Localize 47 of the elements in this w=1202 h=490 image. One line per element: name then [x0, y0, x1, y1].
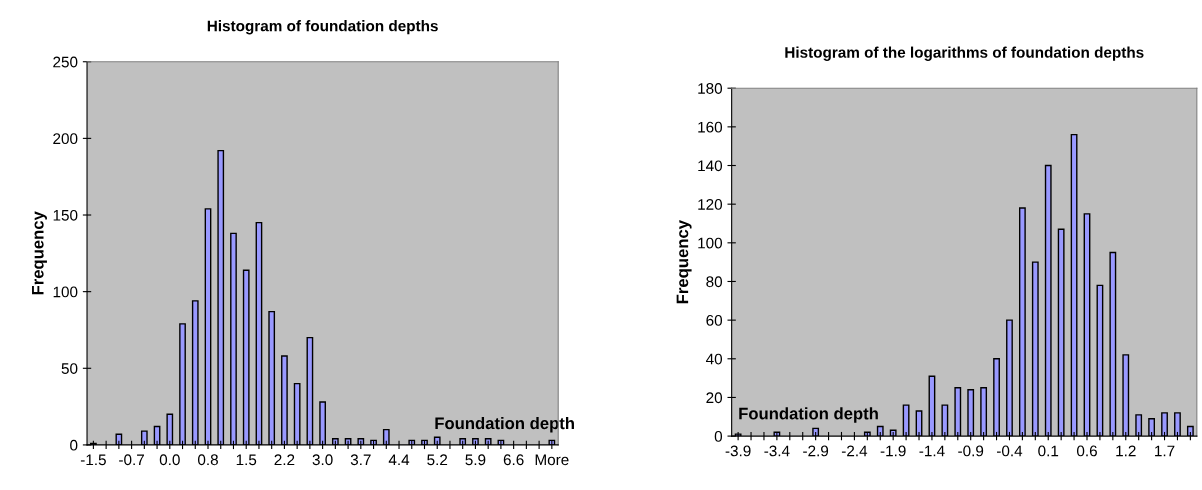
- x-tick-label: 5.2: [427, 454, 448, 466]
- y-tick-label: 60: [706, 315, 723, 326]
- y-tick-label: 100: [53, 286, 78, 298]
- x-tick-label: -0.4: [996, 445, 1023, 457]
- y-tick-label: 100: [698, 237, 723, 249]
- y-tick-label: 50: [61, 363, 78, 374]
- x-tick-label: 1.5: [236, 454, 257, 466]
- x-tick-label: More: [535, 454, 569, 466]
- chart-title: Histogram of foundation depths: [207, 20, 438, 35]
- x-tick-label: -0.9: [958, 445, 984, 457]
- x-tick-label: 3.7: [350, 454, 371, 466]
- y-tick-label: 200: [53, 133, 78, 145]
- y-tick-label: 20: [706, 392, 723, 404]
- y-tick-label: 150: [53, 209, 78, 221]
- x-axis-title: Foundation depth: [435, 416, 574, 433]
- x-tick-label: 3.0: [312, 454, 333, 466]
- y-tick-label: 250: [53, 56, 78, 68]
- x-tick-label: 5.9: [465, 454, 486, 466]
- x-tick-label: -3.4: [764, 445, 790, 457]
- x-tick-label: 4.4: [388, 454, 410, 466]
- x-tick-label: 0.8: [197, 454, 218, 466]
- x-tick-label: -1.9: [880, 445, 906, 457]
- x-tick-label: -0.7: [119, 454, 144, 466]
- y-tick-label: 80: [706, 276, 723, 288]
- x-tick-label: 1.7: [1155, 445, 1175, 457]
- x-tick-label: 0.0: [159, 454, 180, 466]
- y-axis-title: Frequency: [676, 220, 692, 304]
- x-tick-label: 2.2: [274, 454, 295, 466]
- x-axis-title: Foundation depth: [739, 407, 878, 423]
- y-tick-label: 40: [705, 353, 723, 365]
- x-tick-label: 1.2: [1116, 445, 1136, 457]
- x-tick-label: -1.4: [919, 445, 945, 457]
- y-tick-label: 140: [698, 160, 723, 172]
- x-tick-label: 6.6: [503, 454, 524, 466]
- y-tick-label: 0: [714, 430, 723, 442]
- y-tick-label: 180: [698, 83, 723, 94]
- x-tick-label: -3.9: [725, 445, 751, 457]
- chart-title: Histogram of the logarithms of foundation depths: [785, 46, 1144, 61]
- x-tick-label: -1.5: [80, 454, 106, 466]
- x-tick-label: 0.6: [1076, 445, 1097, 457]
- x-tick-label: -2.9: [803, 445, 829, 457]
- x-tick-label: 0.1: [1038, 445, 1059, 457]
- y-axis-title: Frequency: [32, 211, 47, 295]
- y-tick-label: 0: [70, 439, 78, 451]
- y-tick-label: 160: [698, 121, 723, 133]
- y-tick-label: 120: [698, 199, 723, 210]
- x-tick-label: -2.4: [841, 445, 868, 457]
